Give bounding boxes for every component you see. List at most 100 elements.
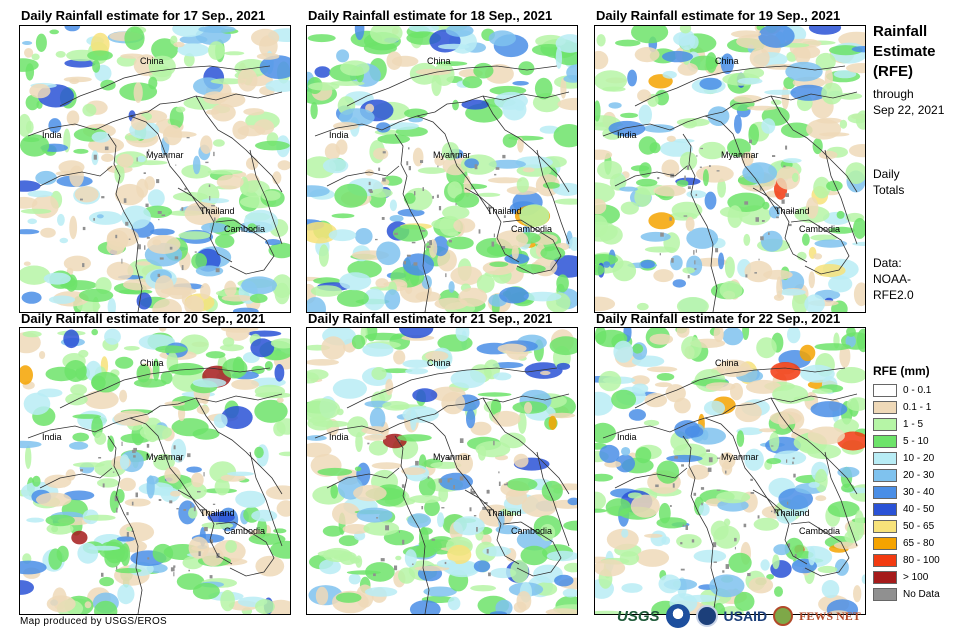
country-border [59,367,271,409]
country-border [502,521,562,577]
rainfall-patch [709,574,745,598]
rainfall-patch [408,495,442,504]
rainfall-patch [124,498,151,507]
rainfall-patch [91,131,111,143]
rainfall-patch [807,426,845,445]
legend-label: 0.1 - 1 [903,402,932,413]
rainfall-patch [72,462,105,468]
country-label-india: India [329,130,349,140]
rainfall-patch [201,198,230,204]
rainfall-patch [136,261,151,266]
rainfall-patch [200,283,211,300]
rainfall-patch [772,554,780,570]
rainfall-patch [421,275,432,290]
rainfall-patch [77,542,99,564]
no-data-patch [209,575,213,579]
no-data-patch [707,467,712,472]
rainfall-patch [409,600,441,614]
legend-swatch [873,486,897,499]
rainfall-patch [403,192,416,204]
rainfall-patch [202,510,213,516]
rainfall-patch [512,81,529,86]
no-data-patch [131,501,134,506]
rainfall-patch [704,191,717,210]
rainfall-patch [492,362,524,369]
no-data-patch [659,253,661,256]
no-data-patch [687,165,689,170]
data-source: Data: NOAA- RFE2.0 [873,255,963,303]
rainfall-patch [761,118,776,134]
rainfall-patch [666,454,703,463]
no-data-patch [487,489,489,492]
rainfall-patch [214,478,230,496]
rainfall-patch [539,125,560,134]
rainfall-patch [453,218,476,233]
no-data-patch [205,161,209,164]
rainfall-patch [498,510,505,530]
rainfall-patch [447,596,461,611]
panel-title-6: Daily Rainfall estimate for 22 Sep., 202… [596,311,841,326]
rainfall-patch [853,585,862,603]
rainfall-patch [40,227,56,238]
no-data-patch [669,505,672,507]
rainfall-patch [713,525,740,549]
rainfall-patch [203,91,227,105]
rainfall-patch [94,600,118,614]
rainfall-patch [243,108,265,116]
country-label-china: China [140,56,164,66]
country-border [824,149,858,245]
rainfall-patch [322,158,349,174]
no-data-patch [414,191,416,196]
no-data-patch [394,232,398,235]
no-data-patch [488,205,491,207]
no-data-patch [123,198,127,203]
country-label-thailand: Thailand [200,508,235,518]
rainfall-patch [636,302,649,311]
legend-item: 50 - 65 [873,518,965,535]
rainfall-patch [88,211,123,225]
rainfall-patch [837,92,863,100]
country-border [704,417,780,517]
rainfall-patch [854,510,864,533]
country-label-india: India [42,130,62,140]
rainfall-patch [431,218,459,230]
rainfall-patch [177,43,210,57]
rainfall-patch [662,50,693,63]
no-data-patch [193,506,196,512]
rainfall-patch [43,272,71,285]
no-data-patch [713,561,717,563]
rainfall-patch [319,559,341,575]
rainfall-patch [632,343,644,354]
rainfall-patch [806,197,819,219]
legend-title: RFE (mm) [873,364,930,378]
no-data-patch [750,492,755,494]
rainfall-patch [679,151,698,171]
rainfall-patch [546,550,577,562]
no-data-patch [121,441,123,446]
no-data-patch [671,258,674,263]
rainfall-patch [371,462,402,470]
rainfall-patch [119,454,130,470]
rainfall-patch [630,494,660,518]
rainfall-patch [495,230,529,249]
no-data-patch [437,165,439,168]
no-data-patch [398,440,401,442]
rainfall-patch [208,41,225,60]
rainfall-patch [106,261,134,281]
rainfall-patch [25,445,32,469]
no-data-patch [674,456,678,459]
rainfall-patch [784,537,804,560]
rainfall-patch [255,599,275,614]
rainfall-patch [447,544,472,565]
rainfall-patch [636,549,670,567]
legend-label: 20 - 30 [903,470,935,481]
rainfall-patch [274,364,285,382]
country-border [27,91,283,137]
rainfall-patch [770,362,801,381]
no-data-patch [793,473,796,478]
rainfall-patch [216,174,244,190]
rainfall-patch [121,205,151,229]
rainfall-patch [554,198,577,205]
rainfall-patch [20,58,39,72]
rainfall-patch [595,50,609,70]
